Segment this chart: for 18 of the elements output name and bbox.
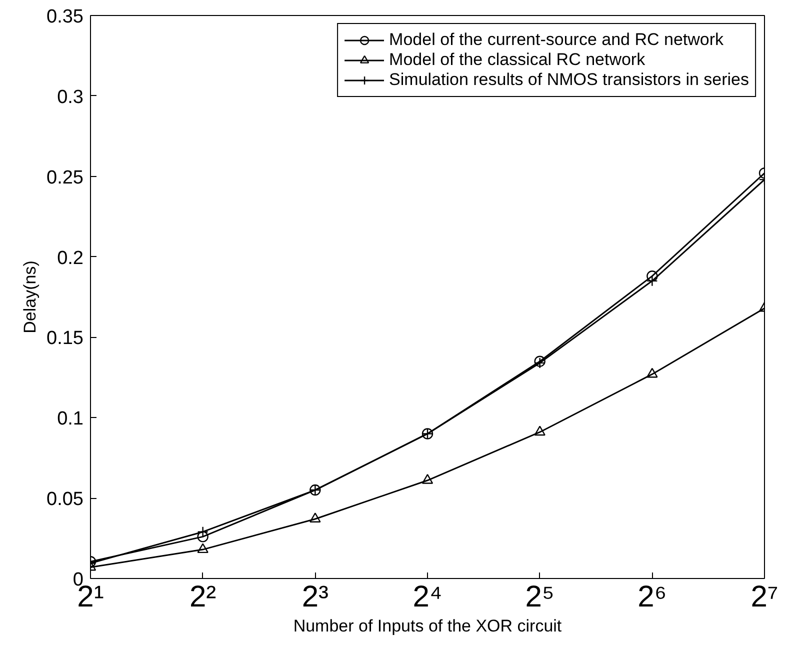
y-tick-label: 0.35 (46, 6, 84, 28)
y-tick-label: 0.15 (46, 328, 84, 350)
y-tick-label: 0.3 (57, 86, 84, 108)
x-tick-label: 2⁷ (750, 580, 778, 614)
x-axis-title: Number of Inputs of the XOR circuit (293, 616, 562, 636)
x-tick-label: 2⁴ (412, 580, 442, 614)
legend-label: Model of the current-source and RC network (389, 30, 724, 50)
y-tick-label: 0.1 (57, 408, 84, 430)
y-tick-label: 0.25 (46, 167, 84, 188)
x-tick-label: 2² (189, 580, 216, 614)
legend-label: Simulation results of NMOS transistors in series (389, 70, 749, 90)
legend-label: Model of the classical RC network (389, 50, 646, 70)
y-axis-title: Delay(ns) (20, 260, 40, 334)
x-tick-label: 2⁵ (525, 580, 554, 614)
y-tick-label: 0.2 (57, 248, 84, 269)
y-tick-label: 0.05 (46, 489, 84, 510)
x-tick-label: 2³ (302, 580, 329, 614)
x-tick-label: 2⁶ (638, 580, 667, 614)
